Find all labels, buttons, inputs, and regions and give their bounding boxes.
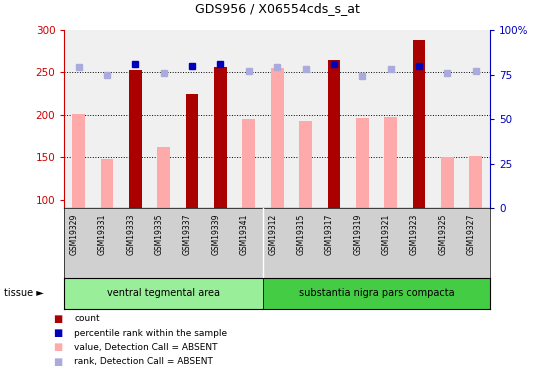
Bar bbox=[101, 159, 113, 208]
Bar bbox=[64, 278, 263, 309]
Bar bbox=[413, 40, 426, 208]
Bar bbox=[328, 60, 340, 208]
Text: value, Detection Call = ABSENT: value, Detection Call = ABSENT bbox=[74, 343, 218, 352]
Text: ventral tegmental area: ventral tegmental area bbox=[107, 288, 220, 298]
Text: ■: ■ bbox=[53, 314, 63, 324]
Bar bbox=[469, 156, 482, 208]
Text: GSM19319: GSM19319 bbox=[353, 214, 362, 255]
Bar bbox=[186, 94, 198, 208]
Text: percentile rank within the sample: percentile rank within the sample bbox=[74, 328, 227, 338]
Bar bbox=[157, 147, 170, 208]
Text: ■: ■ bbox=[53, 328, 63, 338]
Text: count: count bbox=[74, 314, 100, 323]
Text: GSM19339: GSM19339 bbox=[212, 214, 221, 255]
Text: GSM19329: GSM19329 bbox=[69, 214, 78, 255]
Bar bbox=[263, 278, 490, 309]
Text: GSM19321: GSM19321 bbox=[382, 214, 391, 255]
Bar bbox=[441, 157, 454, 208]
Bar bbox=[271, 68, 283, 208]
Bar bbox=[72, 114, 85, 208]
Bar bbox=[299, 121, 312, 208]
Text: GDS956 / X06554cds_s_at: GDS956 / X06554cds_s_at bbox=[195, 2, 360, 15]
Text: GSM19325: GSM19325 bbox=[438, 214, 447, 255]
Text: GSM19333: GSM19333 bbox=[127, 214, 136, 255]
Text: substantia nigra pars compacta: substantia nigra pars compacta bbox=[298, 288, 454, 298]
Text: GSM19312: GSM19312 bbox=[268, 214, 277, 255]
Text: rank, Detection Call = ABSENT: rank, Detection Call = ABSENT bbox=[74, 357, 213, 366]
Text: GSM19323: GSM19323 bbox=[410, 214, 419, 255]
Text: GSM19337: GSM19337 bbox=[183, 214, 192, 255]
Text: ■: ■ bbox=[53, 357, 63, 366]
Text: GSM19331: GSM19331 bbox=[98, 214, 107, 255]
Bar bbox=[214, 68, 227, 208]
Text: ■: ■ bbox=[53, 342, 63, 352]
Bar bbox=[129, 70, 142, 208]
Text: GSM19335: GSM19335 bbox=[155, 214, 164, 255]
Bar bbox=[242, 119, 255, 208]
Text: GSM19317: GSM19317 bbox=[325, 214, 334, 255]
Bar bbox=[356, 118, 368, 208]
Text: GSM19327: GSM19327 bbox=[467, 214, 476, 255]
Text: GSM19341: GSM19341 bbox=[240, 214, 249, 255]
Text: GSM19315: GSM19315 bbox=[297, 214, 306, 255]
Bar bbox=[384, 117, 397, 208]
Text: tissue ►: tissue ► bbox=[4, 288, 44, 298]
